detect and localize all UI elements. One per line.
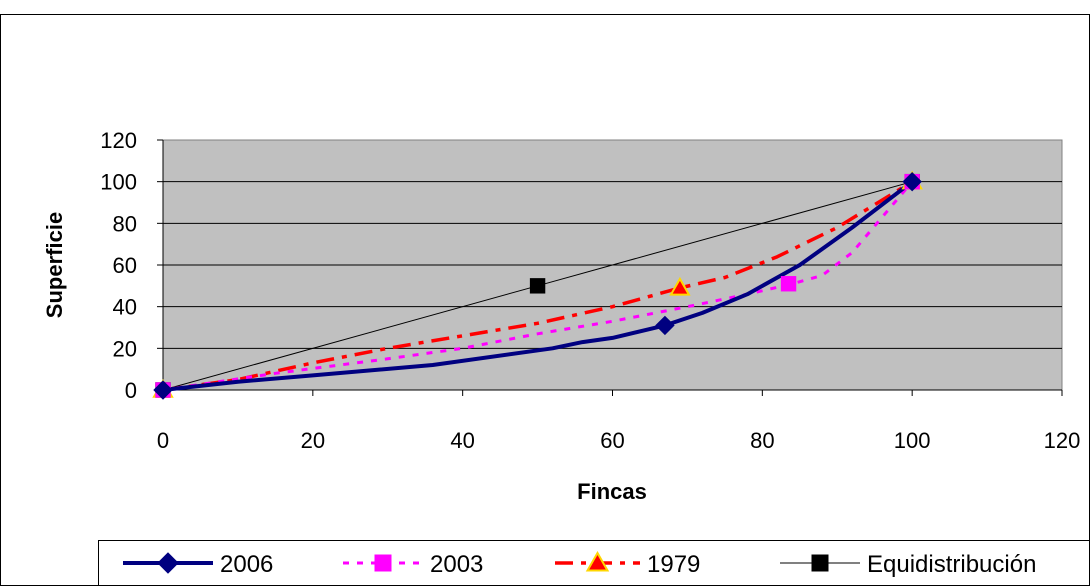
y-tick-label: 60 xyxy=(113,253,137,278)
legend: 2006 2003 1979 Equidistribución xyxy=(123,550,1036,578)
data-point-2006 xyxy=(902,171,922,192)
legend-label: 2006 xyxy=(220,551,273,578)
legend-label: 1979 xyxy=(647,551,700,578)
y-tick-label: 20 xyxy=(113,336,137,361)
x-tick-label: 60 xyxy=(600,428,624,453)
y-tick-label: 0 xyxy=(125,378,137,403)
x-tick-label: 0 xyxy=(157,428,169,453)
y-tick-label: 100 xyxy=(100,170,137,195)
series-line-1979 xyxy=(162,180,914,392)
legend-marker-equidistribución xyxy=(811,554,829,572)
data-point-equidistribución xyxy=(529,278,546,294)
data-point-2003 xyxy=(780,276,797,292)
data-point-1979 xyxy=(669,276,691,296)
legend-label: 2003 xyxy=(430,551,483,578)
x-tick-label: 100 xyxy=(894,428,931,453)
x-tick-label: 40 xyxy=(450,428,474,453)
axis-ticks: 0 20 40 60 80 100 120 0 20 40 60 80 100 120 xyxy=(100,128,1080,453)
y-tick-label: 80 xyxy=(113,211,137,236)
data-point-2006 xyxy=(655,315,675,336)
y-tick-label: 120 xyxy=(100,128,137,153)
data-point-2006 xyxy=(153,380,173,400)
series-line-2006 xyxy=(162,180,914,392)
y-axis-title: Superficie xyxy=(42,212,67,318)
x-tick-label: 120 xyxy=(1044,428,1081,453)
x-axis-title: Fincas xyxy=(577,479,647,504)
series-lines xyxy=(162,180,914,392)
legend-marker-2006 xyxy=(157,552,179,574)
y-tick-label: 40 xyxy=(113,295,137,320)
series-markers xyxy=(152,170,923,400)
x-tick-label: 80 xyxy=(750,428,774,453)
legend-label: Equidistribución xyxy=(867,551,1036,578)
legend-marker-2003 xyxy=(374,554,392,572)
x-tick-label: 20 xyxy=(301,428,325,453)
series-line-2003 xyxy=(162,180,914,392)
legend-marker-1979 xyxy=(585,550,610,572)
